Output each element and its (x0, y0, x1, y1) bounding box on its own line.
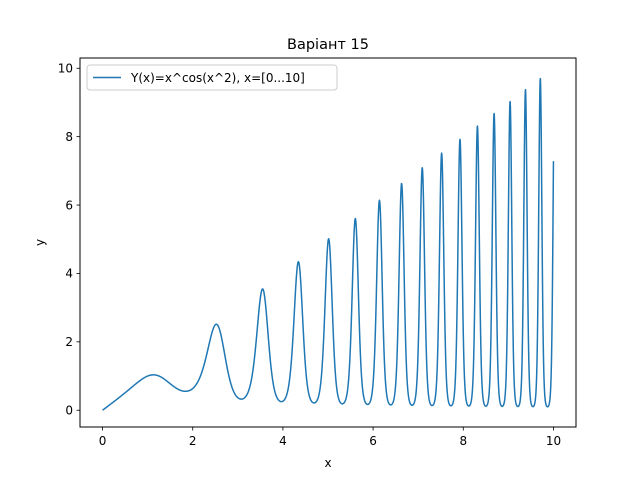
y-tick-label: 2 (65, 335, 73, 349)
x-axis-label: x (324, 456, 331, 470)
x-axis-ticks: 0 2 4 6 8 10 (99, 427, 561, 448)
plot-area: 0 2 4 6 8 10 0 2 4 6 8 10 (58, 57, 577, 448)
y-axis-ticks: 0 2 4 6 8 10 (58, 62, 80, 418)
y-tick-label: 8 (65, 130, 73, 144)
y-tick-label: 6 (65, 198, 73, 212)
plot-frame (79, 57, 577, 428)
legend-box (86, 64, 338, 91)
x-tick-label: 2 (189, 434, 197, 448)
chart-title: Варіант 15 (287, 37, 369, 53)
y-axis-label: y (33, 239, 47, 246)
x-tick-label: 10 (546, 434, 561, 448)
x-tick-label: 8 (459, 434, 467, 448)
y-tick-label: 0 (65, 404, 73, 418)
legend: Y(x)=x^cos(x^2), x=[0...10] (86, 64, 338, 91)
legend-label: Y(x)=x^cos(x^2), x=[0...10] (130, 71, 305, 85)
x-tick-label: 0 (99, 434, 107, 448)
x-tick-label: 4 (279, 434, 287, 448)
y-tick-label: 4 (65, 267, 73, 281)
series-line-0 (102, 77, 555, 411)
x-tick-label: 6 (369, 434, 377, 448)
y-tick-label: 10 (58, 62, 73, 76)
series-layer (102, 77, 555, 411)
